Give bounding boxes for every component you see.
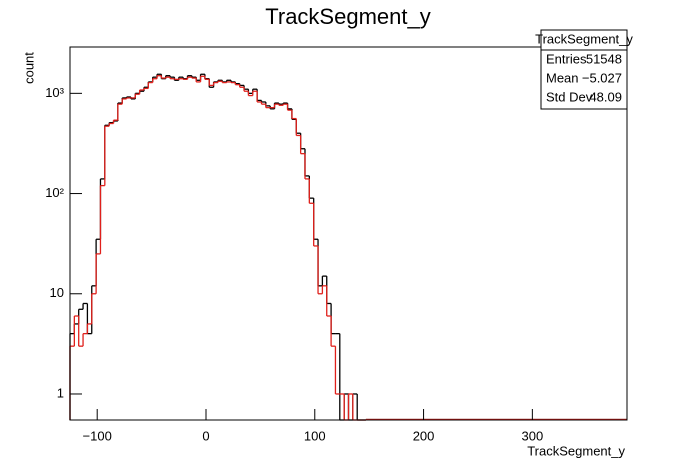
x-axis-title: TrackSegment_y [527, 443, 625, 458]
histogram-series [69, 75, 627, 421]
stats-label: Mean [546, 70, 579, 85]
stats-label: Std Dev [546, 89, 593, 104]
histogram-series [69, 73, 627, 421]
stats-value: 48.09 [589, 89, 622, 104]
stats-label: Entries [546, 51, 587, 66]
plot-frame [69, 46, 628, 421]
x-tick-label: 0 [202, 428, 209, 443]
stats-title: TrackSegment_y [535, 31, 633, 46]
x-tick-label: 100 [304, 428, 326, 443]
y-tick-label: 1 [57, 385, 64, 400]
y-tick-label: 10² [45, 185, 64, 200]
stats-value: 51548 [586, 51, 622, 66]
x-tick-label: −100 [83, 428, 112, 443]
stats-value: −5.027 [582, 70, 622, 85]
stats-box [540, 29, 628, 110]
y-axis-title: count [21, 52, 36, 84]
x-tick-label: 200 [413, 428, 435, 443]
y-tick-label: 10 [50, 285, 64, 300]
y-tick-label: 10³ [45, 85, 64, 100]
x-tick-label: 300 [522, 428, 544, 443]
chart-title: TrackSegment_y [265, 4, 430, 29]
